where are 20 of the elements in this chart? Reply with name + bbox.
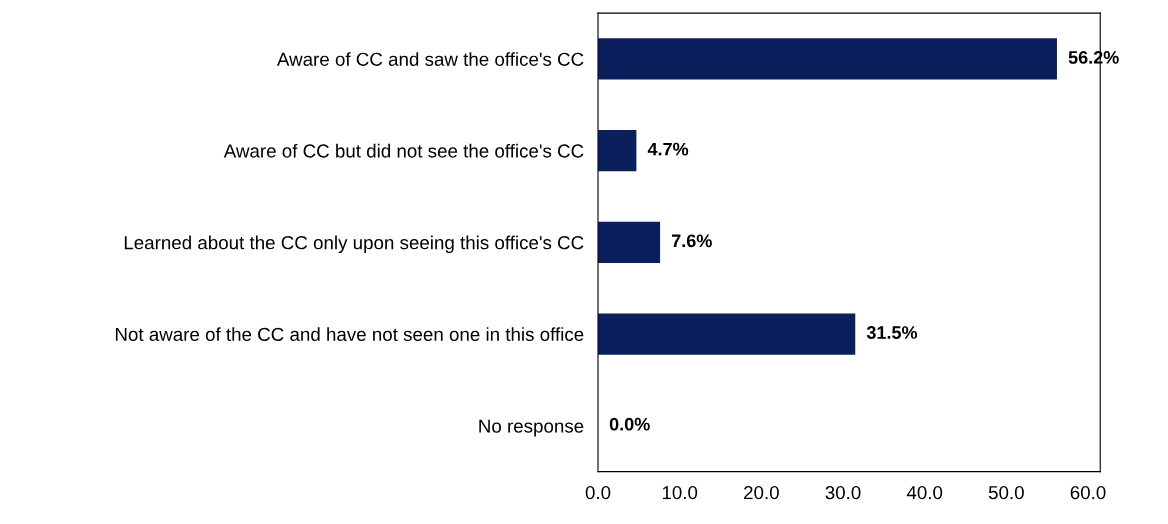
- bar: [598, 313, 856, 355]
- data-label: 31.5%: [866, 326, 918, 339]
- x-tick-label: 0.0: [585, 485, 611, 500]
- y-tick-label: No response: [479, 419, 584, 437]
- y-tick-label: Aware of CC and saw the office's CC: [276, 52, 584, 66]
- x-tick-label: 50.0: [988, 485, 1024, 500]
- x-tick-label: 10.0: [662, 485, 698, 500]
- x-tick-label: 40.0: [906, 485, 943, 500]
- y-tick-label: Not aware of the CC and have not seen one in this office: [115, 327, 584, 342]
- y-tick-label: Learned about the CC only upon seeing this office's CC: [124, 235, 584, 254]
- x-tick-label: 20.0: [744, 485, 779, 500]
- bar: [598, 38, 1057, 80]
- x-tick-label: 30.0: [825, 485, 861, 500]
- data-label: 7.6%: [671, 234, 712, 248]
- bar: [598, 130, 637, 172]
- data-label: 0.0%: [609, 417, 650, 431]
- data-label: 4.7%: [647, 142, 689, 156]
- x-tick-label: 60.0: [1070, 485, 1106, 500]
- bar: [598, 221, 661, 263]
- y-tick-label: Aware of CC but did not see the office's CC: [223, 143, 584, 158]
